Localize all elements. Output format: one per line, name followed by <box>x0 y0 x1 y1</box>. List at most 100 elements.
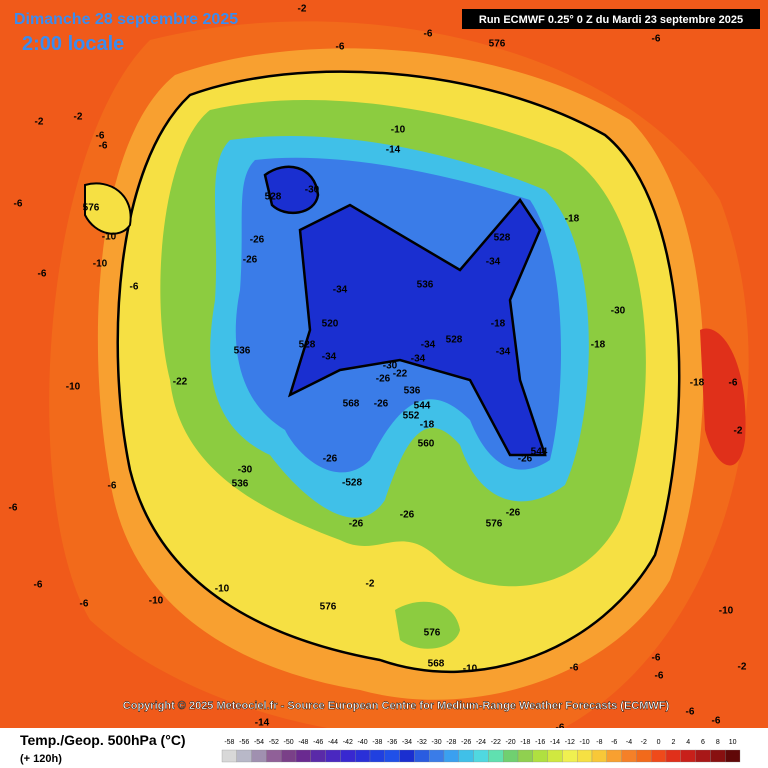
legend-label: -8 <box>596 739 602 746</box>
legend-swatch <box>562 749 578 763</box>
contour-label: 576 <box>424 628 441 639</box>
legend-label: -36 <box>387 739 397 746</box>
legend-swatch <box>710 749 726 763</box>
legend-swatch <box>517 749 533 763</box>
contour-label: -6 <box>652 653 661 664</box>
contour-label: -6 <box>99 141 108 152</box>
contour-label: -34 <box>496 347 511 358</box>
date: Dimanche 28 septembre 2025 <box>14 11 238 28</box>
legend-label: -16 <box>535 739 545 746</box>
zone-darkblue <box>287 197 547 457</box>
contour-label: -2 <box>74 112 83 123</box>
copyright: Copyright © 2025 Meteociel.fr - Source E… <box>123 700 670 712</box>
legend-swatch <box>340 749 356 763</box>
legend-swatch <box>281 749 297 763</box>
contour-label: -10 <box>149 596 164 607</box>
contour-label: -26 <box>506 508 521 519</box>
legend-label: -12 <box>565 739 575 746</box>
contour-label: -18 <box>591 340 606 351</box>
contour-label: 576 <box>486 519 503 530</box>
contour-label: -6 <box>96 131 105 142</box>
contour-label: -2 <box>738 662 747 673</box>
contour-label: 544 <box>414 401 431 412</box>
legend-label: -22 <box>491 739 501 746</box>
contour-label: -6 <box>108 481 117 492</box>
contour-label: 576 <box>320 602 337 613</box>
legend-label: -50 <box>284 739 294 746</box>
contour-label: -18 <box>420 420 435 431</box>
legend-label: -18 <box>520 739 530 746</box>
legend-label: 4 <box>686 739 690 746</box>
legend-swatch <box>266 749 282 763</box>
legend-swatch <box>577 749 593 763</box>
legend-swatch <box>384 749 400 763</box>
legend-label: -4 <box>626 739 632 746</box>
legend-swatch <box>695 749 711 763</box>
contour-label: -6 <box>655 671 664 682</box>
contour-label: -10 <box>391 125 406 136</box>
contour-label: -10 <box>463 664 478 675</box>
legend-swatch <box>547 749 563 763</box>
contour-label: -6 <box>38 269 47 280</box>
contour-label: -2 <box>366 579 375 590</box>
legend-label: 6 <box>701 739 705 746</box>
contour-label: -2 <box>298 4 307 15</box>
legend-label: -30 <box>432 739 442 746</box>
legend-swatch <box>725 749 741 763</box>
contour-label: 544 <box>531 447 548 458</box>
legend-label: -44 <box>328 739 338 746</box>
contour-label: -6 <box>14 199 23 210</box>
contour-label: 528 <box>265 192 282 203</box>
contour-label: 560 <box>418 439 435 450</box>
legend-swatch <box>488 749 504 763</box>
contour-label: -22 <box>393 369 408 380</box>
legend-label: -26 <box>461 739 471 746</box>
contour-label: 528 <box>299 340 316 351</box>
legend-swatch <box>473 749 489 763</box>
zone-green-small <box>395 601 460 649</box>
legend-label: -34 <box>402 739 412 746</box>
contour-label: -26 <box>376 374 391 385</box>
legend-label: -46 <box>313 739 323 746</box>
legend-label: -24 <box>476 739 486 746</box>
contour-label: -14 <box>386 145 401 156</box>
legend-swatch <box>651 749 667 763</box>
contour-label: -2 <box>35 117 44 128</box>
contour-label: 528 <box>446 335 463 346</box>
legend-swatch <box>636 749 652 763</box>
contour-label: -34 <box>322 352 337 363</box>
contour-label: -10 <box>719 606 734 617</box>
contour-label: 568 <box>428 659 445 670</box>
contour-label: -26 <box>349 519 364 530</box>
legend-swatch <box>369 749 385 763</box>
warm-region <box>0 0 768 740</box>
contour-label: -26 <box>518 454 533 465</box>
contour-label: -26 <box>243 255 258 266</box>
contour-label: -6 <box>9 503 18 514</box>
contour-label: -6 <box>424 29 433 40</box>
legend-label: -40 <box>358 739 368 746</box>
contour-label: -18 <box>565 214 580 225</box>
contour-label: -10 <box>102 232 117 243</box>
zone-red <box>700 328 746 466</box>
contour-label: -10 <box>93 259 108 270</box>
contour-label: 528 <box>494 233 511 244</box>
zone-yellow-small <box>84 182 132 235</box>
contour-label: 536 <box>234 346 251 357</box>
run-info: Run ECMWF 0.25° 0 Z du Mardi 23 septembr… <box>479 14 743 26</box>
legend-swatch <box>458 749 474 763</box>
legend-swatch <box>355 749 371 763</box>
legend-swatch <box>443 749 459 763</box>
contour-label: -10 <box>66 382 81 393</box>
legend-swatch <box>429 749 445 763</box>
run-box <box>462 9 760 29</box>
contour-label: -528 <box>342 478 362 489</box>
contour-label: 536 <box>404 386 421 397</box>
contour-label: -18 <box>491 319 506 330</box>
contour-label: 576 <box>83 203 100 214</box>
legend-swatch <box>399 749 415 763</box>
contour-label: -34 <box>411 354 426 365</box>
legend-label: -52 <box>269 739 279 746</box>
